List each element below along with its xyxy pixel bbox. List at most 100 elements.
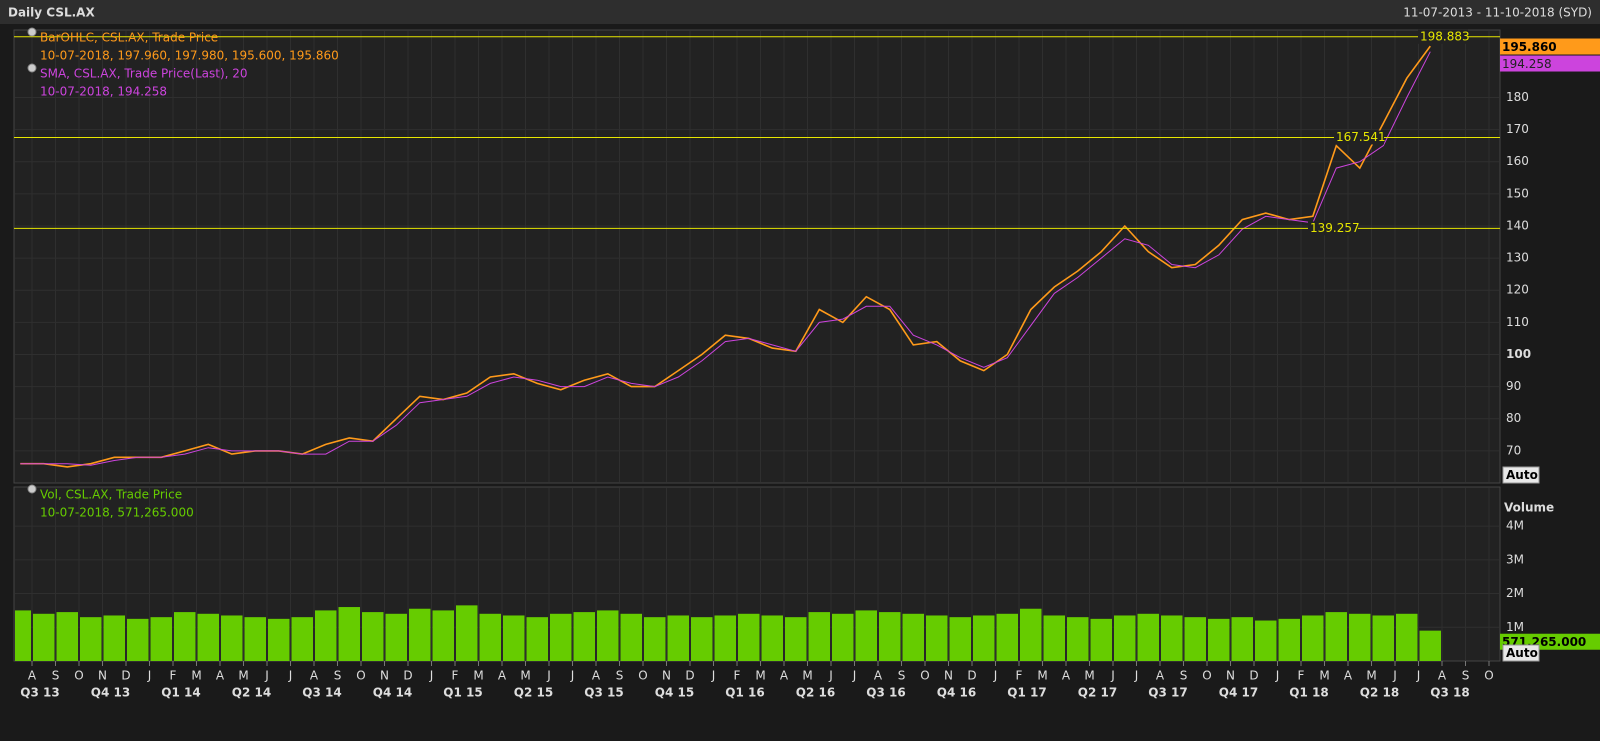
- reference-label-bg: [1418, 29, 1468, 44]
- x-tick-label: J: [429, 669, 434, 683]
- volume-bar: [15, 610, 31, 661]
- last-value-label: 194.258: [1502, 57, 1552, 71]
- y-tick-label: 90: [1506, 379, 1521, 393]
- autoscale-button[interactable]: [1502, 644, 1540, 662]
- x-tick-label: A: [780, 669, 789, 683]
- quarter-label: Q3 18: [1430, 686, 1469, 700]
- y-axis-label: Volume: [1504, 501, 1554, 515]
- quarter-label: Q3 13: [20, 686, 59, 700]
- volume-bar: [103, 615, 125, 661]
- x-tick-label: F: [452, 669, 459, 683]
- price-line: [20, 51, 1431, 466]
- price-panel: [13, 29, 1501, 484]
- x-tick-label: J: [711, 669, 716, 683]
- x-tick-label: A: [28, 669, 37, 683]
- x-tick-label: J: [828, 669, 833, 683]
- legend-name: Vol, CSL.AX, Trade Price: [40, 488, 182, 502]
- quarter-label: Q2 15: [514, 686, 553, 700]
- volume-bar: [808, 612, 830, 661]
- x-tick-label: N: [662, 669, 671, 683]
- x-tick-label: J: [546, 669, 551, 683]
- x-tick-label: M: [1366, 669, 1376, 683]
- volume-bar: [620, 613, 642, 661]
- last-value-tag: [1500, 55, 1600, 72]
- volume-bar: [1278, 618, 1300, 661]
- reference-label: 167.541: [1336, 130, 1386, 144]
- x-tick-label: M: [191, 669, 201, 683]
- volume-bar: [197, 613, 219, 661]
- volume-bar: [1419, 630, 1441, 661]
- quarter-label: Q1 18: [1289, 686, 1328, 700]
- volume-bar: [902, 613, 924, 661]
- volume-bar: [691, 617, 713, 661]
- volume-bar: [573, 612, 595, 661]
- x-tick-label: F: [170, 669, 177, 683]
- volume-bar: [1137, 613, 1159, 661]
- x-tick-label: S: [1180, 669, 1188, 683]
- volume-bar: [315, 610, 337, 661]
- x-tick-label: A: [1344, 669, 1353, 683]
- volume-bar: [1114, 615, 1136, 661]
- y-tick-label: 180: [1506, 90, 1529, 104]
- legend-detail: 10-07-2018, 197.960, 197.980, 195.600, 1…: [40, 49, 339, 63]
- y-tick-label: 80: [1506, 411, 1521, 425]
- volume-bar: [456, 605, 478, 661]
- volume-bar: [996, 613, 1018, 661]
- y-tick-label: 4M: [1506, 519, 1524, 533]
- volume-bar: [1396, 613, 1418, 661]
- x-tick-label: M: [755, 669, 765, 683]
- volume-bar: [221, 615, 243, 661]
- x-tick-label: M: [520, 669, 530, 683]
- y-tick-label: 110: [1506, 315, 1529, 329]
- x-tick-label: D: [685, 669, 694, 683]
- quarter-label: Q2 14: [232, 686, 271, 700]
- x-tick-label: D: [1249, 669, 1258, 683]
- reference-label-bg: [1308, 221, 1358, 236]
- x-tick-label: M: [238, 669, 248, 683]
- volume-bar: [550, 613, 572, 661]
- x-tick-label: J: [264, 669, 269, 683]
- volume-bar: [174, 612, 196, 661]
- x-tick-label: A: [874, 669, 883, 683]
- volume-bar: [973, 615, 995, 661]
- x-tick-label: M: [1319, 669, 1329, 683]
- volume-bar: [1208, 618, 1230, 661]
- quarter-label: Q1 15: [443, 686, 482, 700]
- volume-bar: [479, 613, 501, 661]
- legend-detail: 10-07-2018, 194.258: [40, 85, 167, 99]
- volume-bar: [291, 617, 313, 661]
- volume-bar: [714, 615, 736, 661]
- volume-bar: [1161, 615, 1183, 661]
- quarter-label: Q2 18: [1360, 686, 1399, 700]
- quarter-label: Q3 15: [584, 686, 623, 700]
- x-tick-label: N: [380, 669, 389, 683]
- volume-bar: [362, 612, 384, 661]
- volume-bar: [785, 617, 807, 661]
- volume-bar: [926, 615, 948, 661]
- x-tick-label: M: [1084, 669, 1094, 683]
- x-tick-label: F: [734, 669, 741, 683]
- volume-bar: [1067, 617, 1089, 661]
- volume-bar: [879, 612, 901, 661]
- quarter-label: Q4 14: [373, 686, 412, 700]
- autoscale-label[interactable]: Auto: [1506, 468, 1538, 482]
- legend-icon: [27, 484, 37, 494]
- autoscale-label[interactable]: Auto: [1506, 646, 1538, 660]
- x-tick-label: A: [1062, 669, 1071, 683]
- x-tick-label: D: [403, 669, 412, 683]
- legend-name: BarOHLC, CSL.AX, Trade Price: [40, 31, 218, 45]
- autoscale-button[interactable]: [1502, 466, 1540, 484]
- x-tick-label: J: [1110, 669, 1115, 683]
- x-tick-label: J: [1392, 669, 1397, 683]
- volume-bar: [1372, 615, 1394, 661]
- volume-bar: [644, 617, 666, 661]
- x-tick-label: J: [852, 669, 857, 683]
- x-tick-label: J: [1416, 669, 1421, 683]
- volume-bar: [1184, 617, 1206, 661]
- volume-bar: [1231, 617, 1253, 661]
- x-tick-label: J: [147, 669, 152, 683]
- y-tick-label: 3M: [1506, 552, 1524, 566]
- quarter-label: Q1 16: [725, 686, 764, 700]
- x-tick-label: J: [1134, 669, 1139, 683]
